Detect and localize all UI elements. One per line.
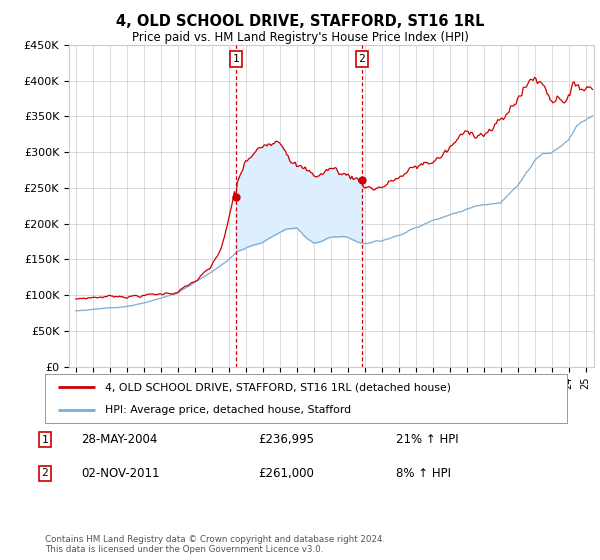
Text: 1: 1 <box>41 435 49 445</box>
Text: Price paid vs. HM Land Registry's House Price Index (HPI): Price paid vs. HM Land Registry's House … <box>131 31 469 44</box>
Text: £261,000: £261,000 <box>258 466 314 480</box>
Text: HPI: Average price, detached house, Stafford: HPI: Average price, detached house, Staf… <box>105 405 351 416</box>
Text: 8% ↑ HPI: 8% ↑ HPI <box>396 466 451 480</box>
Text: 21% ↑ HPI: 21% ↑ HPI <box>396 433 458 446</box>
Text: 4, OLD SCHOOL DRIVE, STAFFORD, ST16 1RL: 4, OLD SCHOOL DRIVE, STAFFORD, ST16 1RL <box>116 14 484 29</box>
Text: 1: 1 <box>232 54 239 64</box>
Text: 2: 2 <box>359 54 365 64</box>
Text: 4, OLD SCHOOL DRIVE, STAFFORD, ST16 1RL (detached house): 4, OLD SCHOOL DRIVE, STAFFORD, ST16 1RL … <box>105 382 451 393</box>
Text: £236,995: £236,995 <box>258 433 314 446</box>
Text: Contains HM Land Registry data © Crown copyright and database right 2024.
This d: Contains HM Land Registry data © Crown c… <box>45 535 385 554</box>
Text: 28-MAY-2004: 28-MAY-2004 <box>81 433 157 446</box>
Text: 02-NOV-2011: 02-NOV-2011 <box>81 466 160 480</box>
Text: 2: 2 <box>41 468 49 478</box>
